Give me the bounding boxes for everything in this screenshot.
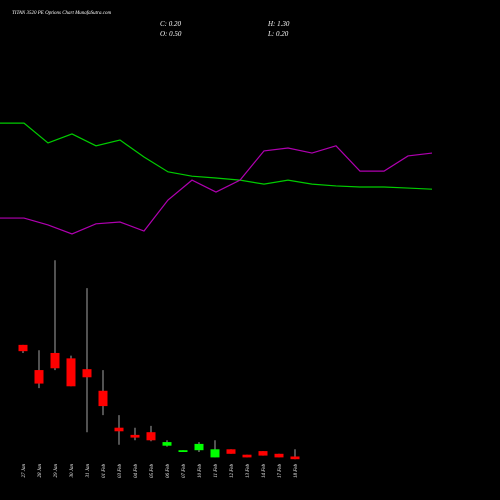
x-tick-label: 01 Feb xyxy=(102,464,107,479)
x-tick-label: 05 Feb xyxy=(150,464,155,479)
candle-body xyxy=(34,370,44,384)
chart-title: TITAN 3520 PE Options Chart MunafaSutra.… xyxy=(12,11,111,16)
x-tick-label: 10 Feb xyxy=(198,464,203,479)
candle-body xyxy=(66,358,76,387)
candle-body xyxy=(82,369,92,378)
candle-body xyxy=(98,390,108,407)
candle-body xyxy=(162,442,172,446)
candle-body xyxy=(258,451,268,456)
x-tick-label: 28 Jan xyxy=(38,464,43,478)
high-label: H: 1.30 xyxy=(267,20,290,28)
x-tick-label: 31 Jan xyxy=(86,464,91,478)
close-label: C: 0.20 xyxy=(160,20,182,28)
x-tick-label: 07 Feb xyxy=(182,464,187,479)
candle-body xyxy=(178,450,188,452)
x-tick-label: 27 Jan xyxy=(22,464,27,478)
open-label: O: 0.50 xyxy=(160,30,182,38)
low-label: L: 0.20 xyxy=(267,30,289,38)
x-tick-label: 30 Jan xyxy=(70,464,75,478)
candle-body xyxy=(194,443,204,451)
candle-body xyxy=(50,352,60,369)
x-tick-label: 13 Feb xyxy=(246,464,251,479)
x-tick-label: 04 Feb xyxy=(134,464,139,479)
x-tick-label: 29 Jan xyxy=(54,464,59,478)
candle-body xyxy=(130,434,140,438)
candle-body xyxy=(274,453,284,458)
indicator-line xyxy=(0,145,433,235)
x-tick-label: 06 Feb xyxy=(166,464,171,479)
candle-body xyxy=(18,344,28,352)
x-tick-label: 03 Feb xyxy=(118,464,123,479)
candle-body xyxy=(146,432,156,441)
x-tick-label: 17 Feb xyxy=(278,464,283,479)
x-tick-label: 14 Feb xyxy=(262,464,267,479)
x-tick-label: 11 Feb xyxy=(214,464,219,478)
candle-body xyxy=(290,456,300,460)
candle-body xyxy=(210,449,220,458)
candle-body xyxy=(226,449,236,454)
candle-body xyxy=(242,454,252,458)
indicator-line xyxy=(0,122,433,190)
x-tick-label: 12 Feb xyxy=(230,464,235,479)
candle-body xyxy=(114,427,124,432)
x-tick-label: 18 Feb xyxy=(294,464,299,479)
